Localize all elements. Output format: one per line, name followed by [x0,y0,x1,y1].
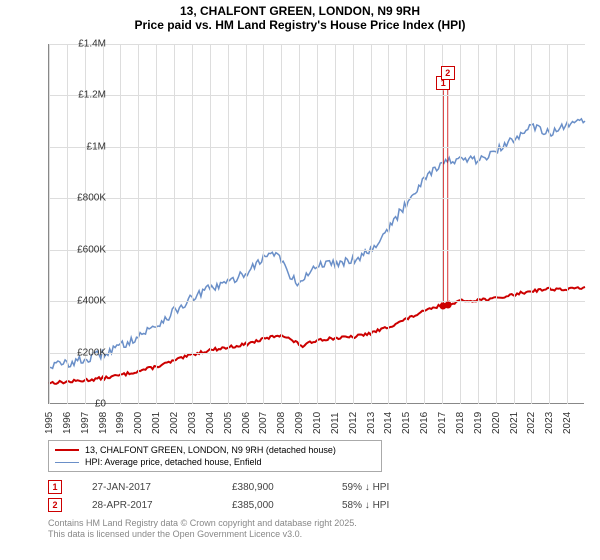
chart-container: 13, CHALFONT GREEN, LONDON, N9 9RH Price… [0,0,600,560]
x-tick-label: 2021 [509,412,520,434]
sales-row: 2 28-APR-2017£385,00058% ↓ HPI [48,496,462,514]
x-tick-label: 1997 [80,412,91,434]
legend-label: 13, CHALFONT GREEN, LONDON, N9 9RH (deta… [85,445,336,455]
legend-item: HPI: Average price, detached house, Enfi… [55,456,375,468]
sales-row-price: £380,900 [232,482,342,493]
gridline-v [299,44,300,404]
gridline-v [281,44,282,404]
gridline-v [549,44,550,404]
y-tick-label: £1M [60,141,106,152]
x-tick-label: 2006 [241,412,252,434]
legend-swatch [55,462,79,463]
sales-row: 1 27-JAN-2017£380,90059% ↓ HPI [48,478,462,496]
gridline-v [192,44,193,404]
x-tick-label: 2017 [437,412,448,434]
plot-area: 12 [48,44,584,404]
y-tick-label: £1.2M [60,90,106,101]
y-tick-label: £600K [60,244,106,255]
y-tick-label: £400K [60,296,106,307]
legend: 13, CHALFONT GREEN, LONDON, N9 9RH (deta… [48,440,382,472]
x-tick-label: 2023 [544,412,555,434]
x-tick-label: 2019 [473,412,484,434]
x-tick-label: 1995 [44,412,55,434]
gridline-v [174,44,175,404]
x-tick-label: 2022 [526,412,537,434]
sales-table: 1 27-JAN-2017£380,90059% ↓ HPI 2 28-APR-201… [48,478,462,514]
x-tick-label: 1998 [98,412,109,434]
x-tick-label: 2004 [205,412,216,434]
chart-area: 12 [48,44,584,404]
gridline-v [514,44,515,404]
sales-row-marker: 2 [48,498,62,512]
x-tick-label: 2005 [223,412,234,434]
gridline-v [138,44,139,404]
gridline-v [263,44,264,404]
x-tick-label: 1996 [62,412,73,434]
sales-row-pct: 58% ↓ HPI [342,500,462,511]
legend-label: HPI: Average price, detached house, Enfi… [85,457,261,467]
footer-line2: This data is licensed under the Open Gov… [48,529,357,540]
sales-row-price: £385,000 [232,500,342,511]
x-tick-label: 1999 [115,412,126,434]
x-tick-label: 2018 [455,412,466,434]
footer-line1: Contains HM Land Registry data © Crown c… [48,518,357,529]
gridline-v [406,44,407,404]
gridline-v [442,44,443,404]
x-tick-label: 2024 [562,412,573,434]
footer: Contains HM Land Registry data © Crown c… [48,518,357,541]
gridline-v [478,44,479,404]
gridline-v [531,44,532,404]
y-tick-label: £0 [60,399,106,410]
legend-swatch [55,449,79,451]
gridline-v [388,44,389,404]
x-tick-label: 2009 [294,412,305,434]
x-tick-label: 2013 [366,412,377,434]
x-tick-label: 2010 [312,412,323,434]
gridline-v [371,44,372,404]
sale-marker-dot [444,302,451,309]
sales-row-date: 27-JAN-2017 [92,482,232,493]
x-tick-label: 2000 [133,412,144,434]
title-line2: Price paid vs. HM Land Registry's House … [0,18,600,32]
legend-item: 13, CHALFONT GREEN, LONDON, N9 9RH (deta… [55,444,375,456]
y-tick-label: £200K [60,347,106,358]
x-tick-label: 2014 [383,412,394,434]
gridline-v [246,44,247,404]
gridline-v [120,44,121,404]
x-tick-label: 2007 [258,412,269,434]
gridline-v [424,44,425,404]
gridline-v [460,44,461,404]
gridline-v [228,44,229,404]
x-tick-label: 2003 [187,412,198,434]
x-tick-label: 2001 [151,412,162,434]
y-tick-label: £1.4M [60,39,106,50]
title-line1: 13, CHALFONT GREEN, LONDON, N9 9RH [0,4,600,18]
sales-row-date: 28-APR-2017 [92,500,232,511]
y-tick-label: £800K [60,193,106,204]
x-tick-label: 2002 [169,412,180,434]
gridline-v [496,44,497,404]
gridline-v [49,44,50,404]
x-tick-label: 2012 [348,412,359,434]
gridline-v [353,44,354,404]
x-tick-label: 2008 [276,412,287,434]
sales-row-pct: 59% ↓ HPI [342,482,462,493]
gridline-v [567,44,568,404]
gridline-v [335,44,336,404]
gridline-v [210,44,211,404]
gridline-v [156,44,157,404]
x-tick-label: 2015 [401,412,412,434]
gridline-v [317,44,318,404]
title-block: 13, CHALFONT GREEN, LONDON, N9 9RH Price… [0,0,600,32]
sales-row-marker: 1 [48,480,62,494]
x-tick-label: 2011 [330,412,341,434]
x-tick-label: 2016 [419,412,430,434]
sale-marker-box: 2 [441,66,455,80]
x-tick-label: 2020 [491,412,502,434]
